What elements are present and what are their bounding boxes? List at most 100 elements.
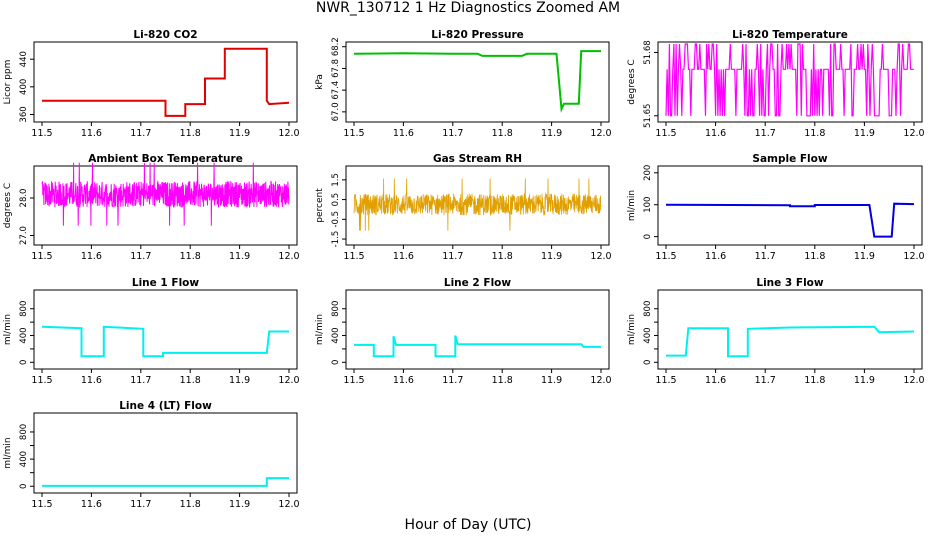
panel-ylabel: degrees C bbox=[3, 183, 13, 228]
y-tick-label: 800 bbox=[331, 301, 341, 317]
x-tick-label: 12.0 bbox=[590, 251, 611, 262]
x-tick-label: 11.8 bbox=[804, 251, 825, 262]
x-tick-label: 11.7 bbox=[130, 251, 151, 262]
x-tick-label: 11.5 bbox=[31, 499, 52, 510]
panel-frame bbox=[657, 165, 923, 246]
y-tick-label: 27.0 bbox=[19, 226, 29, 245]
panel-ylabel: ml/min bbox=[627, 190, 637, 221]
x-tick-label: 11.9 bbox=[541, 251, 562, 262]
panel-ylabel: ml/min bbox=[3, 437, 13, 468]
x-tick-label: 11.5 bbox=[343, 375, 364, 386]
panel-ylabel: kPa bbox=[315, 74, 325, 90]
chart-panel-7: Line 1 Flow ml/min 11.5 11.6 11.7 11.8 11.9 12.… bbox=[3, 277, 300, 386]
y-tick-label: 400 bbox=[19, 79, 29, 95]
panel-title: Line 2 Flow bbox=[444, 277, 511, 289]
x-tick-label: 11.9 bbox=[229, 499, 250, 510]
series-line-1 bbox=[42, 477, 289, 487]
x-tick-label: 11.7 bbox=[755, 128, 776, 139]
x-tick-label: 12.0 bbox=[278, 251, 299, 262]
chart-panel-10: Line 4 (LT) Flow ml/min 11.5 11.6 11.7 11.8 11… bbox=[3, 400, 300, 510]
x-tick-label: 11.5 bbox=[31, 251, 52, 262]
y-tick-label: 67.8 bbox=[331, 59, 341, 78]
x-tick-label: 11.8 bbox=[180, 499, 201, 510]
y-tick-label: 0 bbox=[19, 484, 29, 489]
x-tick-label: 11.9 bbox=[229, 128, 250, 139]
y-tick-label: 400 bbox=[19, 451, 29, 467]
y-tick-label: 800 bbox=[19, 301, 29, 317]
panel-frame bbox=[33, 412, 298, 494]
series-line-1 bbox=[353, 50, 601, 113]
x-tick-label: 12.0 bbox=[590, 375, 611, 386]
series-line-1 bbox=[666, 325, 915, 358]
y-tick-label: 0 bbox=[643, 234, 653, 239]
x-tick-label: 11.8 bbox=[180, 251, 201, 262]
x-tick-label: 11.8 bbox=[492, 375, 513, 386]
x-tick-label: 12.0 bbox=[903, 375, 924, 386]
x-tick-label: 11.6 bbox=[81, 499, 102, 510]
x-tick-label: 11.5 bbox=[655, 251, 676, 262]
x-tick-label: 11.5 bbox=[655, 128, 676, 139]
panel-ylabel: ml/min bbox=[3, 314, 13, 345]
x-tick-label: 11.8 bbox=[804, 375, 825, 386]
y-tick-label: 400 bbox=[331, 327, 341, 343]
y-tick-label: 0 bbox=[643, 360, 653, 365]
y-tick-label: 0 bbox=[19, 360, 29, 365]
x-tick-label: 11.8 bbox=[180, 128, 201, 139]
y-tick-label: 0 bbox=[331, 360, 341, 365]
y-tick-label: 68.2 bbox=[331, 37, 341, 56]
chart-panel-9: Line 3 Flow ml/min 11.5 11.6 11.7 11.8 11.9 12.… bbox=[627, 277, 925, 386]
x-tick-label: 11.6 bbox=[705, 128, 726, 139]
series-line-1 bbox=[665, 202, 915, 238]
y-tick-label: 400 bbox=[643, 327, 653, 343]
y-tick-label: 100 bbox=[643, 197, 653, 213]
x-tick-label: 12.0 bbox=[278, 499, 299, 510]
x-tick-label: 11.5 bbox=[655, 375, 676, 386]
y-tick-label: 51.68 bbox=[643, 40, 653, 64]
x-tick-label: 11.7 bbox=[130, 375, 151, 386]
chart-panel-6: Sample Flow ml/min 11.5 11.6 11.7 11.8 11.9 12.… bbox=[627, 153, 925, 262]
x-tick-label: 11.9 bbox=[854, 375, 875, 386]
x-tick-label: 11.6 bbox=[705, 251, 726, 262]
series-line-1 bbox=[42, 47, 290, 117]
chart-panel-4: Ambient Box Temperature degrees C 11.5 11.6… bbox=[3, 153, 300, 262]
x-tick-label: 11.9 bbox=[854, 251, 875, 262]
y-tick-label: 51.65 bbox=[643, 104, 653, 128]
panel-frame bbox=[345, 165, 610, 246]
chart-panel-5: Gas Stream RH percent 11.5 11.6 11.7 11.8 11.9… bbox=[315, 153, 612, 262]
x-tick-label: 11.9 bbox=[541, 128, 562, 139]
y-tick-label: 800 bbox=[19, 424, 29, 440]
x-tick-label: 11.7 bbox=[130, 499, 151, 510]
x-tick-label: 11.5 bbox=[31, 128, 52, 139]
x-tick-label: 11.9 bbox=[229, 375, 250, 386]
y-tick-label: 28.0 bbox=[19, 189, 29, 208]
chart-panel-2: Li-820 Pressure kPa 11.5 11.6 11.7 11.8 11.9 12… bbox=[315, 29, 612, 139]
panel-ylabel: Licor ppm bbox=[3, 60, 13, 105]
panel-title: Li-820 Temperature bbox=[732, 29, 848, 41]
x-tick-label: 12.0 bbox=[278, 375, 299, 386]
panel-frame bbox=[33, 41, 298, 123]
x-tick-label: 11.5 bbox=[343, 128, 364, 139]
figure-xlabel: Hour of Day (UTC) bbox=[404, 517, 532, 533]
panel-ylabel: percent bbox=[315, 188, 325, 223]
x-tick-label: 11.6 bbox=[705, 375, 726, 386]
x-tick-label: 11.9 bbox=[229, 251, 250, 262]
panel-ylabel: ml/min bbox=[315, 314, 325, 345]
chart-panel-8: Line 2 Flow ml/min 11.5 11.6 11.7 11.8 11.9 12.… bbox=[315, 277, 612, 386]
x-tick-label: 12.0 bbox=[278, 128, 299, 139]
y-tick-label: 440 bbox=[19, 51, 29, 67]
x-tick-label: 11.5 bbox=[343, 251, 364, 262]
y-tick-label: 400 bbox=[19, 327, 29, 343]
x-tick-label: 11.7 bbox=[130, 128, 151, 139]
x-tick-label: 11.7 bbox=[442, 251, 463, 262]
x-tick-label: 11.5 bbox=[31, 375, 52, 386]
x-tick-label: 11.8 bbox=[492, 251, 513, 262]
x-tick-label: 12.0 bbox=[590, 128, 611, 139]
chart-panel-3: Li-820 Temperature degrees C 11.5 11.6 11.7 1… bbox=[627, 29, 925, 139]
y-tick-label: 67.0 bbox=[331, 102, 341, 121]
x-tick-label: 11.8 bbox=[804, 128, 825, 139]
panel-title: Ambient Box Temperature bbox=[88, 153, 243, 165]
x-tick-label: 11.8 bbox=[492, 128, 513, 139]
panel-title: Line 4 (LT) Flow bbox=[119, 400, 212, 412]
